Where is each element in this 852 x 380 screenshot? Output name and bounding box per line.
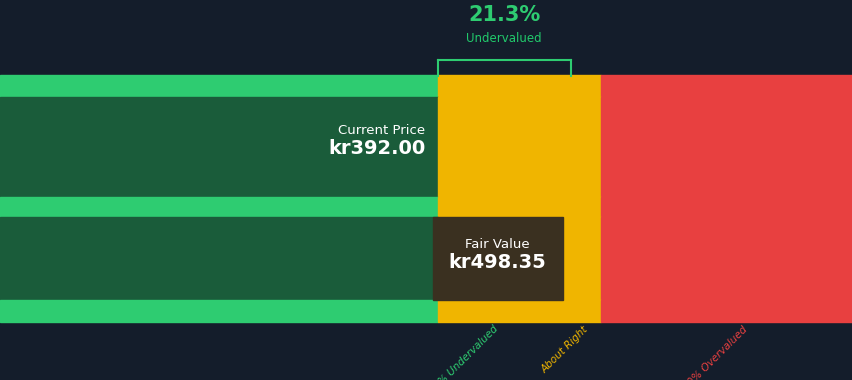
Bar: [601, 75, 852, 97]
Text: 20% Overvalued: 20% Overvalued: [681, 324, 749, 380]
Bar: [601, 300, 852, 322]
Bar: [437, 197, 601, 217]
Text: kr392.00: kr392.00: [328, 139, 425, 158]
Text: kr498.35: kr498.35: [448, 252, 546, 271]
Bar: [437, 300, 601, 322]
Bar: [601, 197, 852, 217]
Bar: [0, 217, 437, 300]
Text: 20% Undervalued: 20% Undervalued: [427, 324, 500, 380]
Bar: [437, 75, 601, 97]
Bar: [601, 97, 852, 197]
Bar: [0, 197, 437, 217]
Text: 21.3%: 21.3%: [468, 5, 539, 25]
Bar: [437, 217, 601, 300]
Bar: [437, 97, 601, 197]
Text: About Right: About Right: [538, 324, 590, 375]
Text: Current Price: Current Price: [338, 124, 425, 137]
Text: Undervalued: Undervalued: [466, 32, 541, 44]
Bar: [0, 97, 437, 197]
Bar: [0, 75, 437, 97]
Bar: [601, 217, 852, 300]
Bar: [432, 217, 562, 300]
Bar: [0, 300, 437, 322]
Text: Fair Value: Fair Value: [464, 238, 529, 250]
